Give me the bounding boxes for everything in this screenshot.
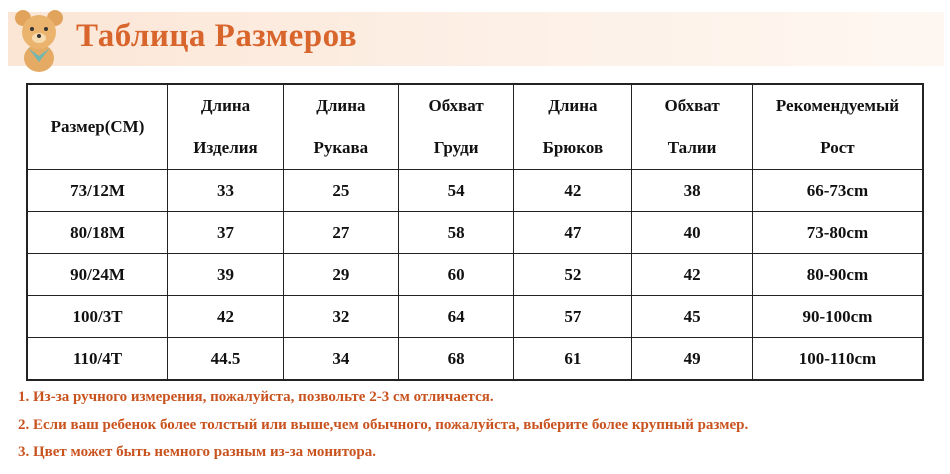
table-cell: 73-80cm [751,211,924,254]
table-cell: 47 [513,211,633,254]
header-line: Рекомендуемый [775,96,900,115]
notes: 1. Из-за ручного измерения, пожалуйста, … [18,386,748,469]
table-cell: 32 [282,295,399,338]
table-cell: 49 [631,337,753,381]
table-cell: 52 [513,253,633,296]
table-cell: 80-90cm [751,253,924,296]
table-cell: 45 [631,295,753,338]
table-cell: 80/18M [26,211,169,254]
table-cell: 110/4T [26,337,169,381]
header-cell: Обхват Груди [397,83,515,170]
table-row: 90/24M 39 29 60 52 42 80-90cm [26,253,924,296]
table-cell: 54 [397,169,515,212]
table-cell: 27 [282,211,399,254]
table-body: 73/12M 33 25 54 42 38 66-73cm 80/18M 37 27 58 47 40 7… [26,169,924,381]
header-line: Размер(СМ) [50,117,145,136]
note: 3. Цвет может быть немного разным из-за … [18,444,376,460]
table-cell: 44.5 [167,337,284,381]
header-line: Рукава [313,138,369,157]
table-cell: 39 [167,253,284,296]
table-cell: 25 [282,169,399,212]
header-cell: Обхват Талии [631,83,753,170]
header-line: Длина [548,96,598,115]
header-cell: Длина Изделия [167,83,284,170]
bear-eye [30,27,34,31]
table-cell: 100-110cm [751,337,924,381]
table-cell: 34 [282,337,399,381]
table-cell: 38 [631,169,753,212]
header-line: Груди [433,138,479,157]
table-head: Размер(СМ) Длина Изделия Длина Рукава Обхват Г… [26,83,924,170]
bear-eye [44,27,48,31]
table-cell: 100/3T [26,295,169,338]
header-cell: Рекомендуемый Рост [751,83,924,170]
table-row: 73/12M 33 25 54 42 38 66-73cm [26,169,924,212]
header-cell: Длина Рукава [282,83,399,170]
table-cell: 68 [397,337,515,381]
bear-nose [37,34,41,38]
header-line: Талии [667,138,717,157]
table-cell: 40 [631,211,753,254]
header-row: Размер(СМ) Длина Изделия Длина Рукава Обхват Г… [26,83,924,170]
table-cell: 42 [631,253,753,296]
table-cell: 33 [167,169,284,212]
table-row: 80/18M 37 27 58 47 40 73-80cm [26,211,924,254]
title: Таблица Размеров [76,18,358,54]
table-cell: 60 [397,253,515,296]
table-cell: 58 [397,211,515,254]
table-row: 110/4T 44.5 34 68 61 49 100-110cm [26,337,924,381]
table-row: 100/3T 42 32 64 57 45 90-100cm [26,295,924,338]
table-cell: 42 [167,295,284,338]
header-line: Брюков [542,138,604,157]
bear-head [22,15,56,49]
header-line: Длина [200,96,251,115]
table-cell: 57 [513,295,633,338]
table-cell: 64 [397,295,515,338]
note: 2. Если ваш ребенок более толстый или вы… [18,416,749,433]
table-cell: 90/24M [26,253,169,296]
header-band [8,12,944,66]
table-cell: 37 [167,211,284,254]
note: 1. Из-за ручного измерения, пожалуйста, … [18,389,494,405]
header-line: Рост [820,138,855,157]
header-cell: Размер(СМ) [26,83,169,170]
size-table: Размер(СМ) Длина Изделия Длина Рукава Обхват Г… [26,83,924,381]
table-cell: 61 [513,337,633,381]
table-cell: 66-73cm [751,169,924,212]
bear-scarf [28,48,50,62]
table-cell: 42 [513,169,633,212]
table-cell: 73/12M [26,169,169,212]
table-cell: 29 [282,253,399,296]
header-line: Обхват [664,96,720,115]
header-cell: Длина Брюков [513,83,633,170]
bear-icon [15,10,63,72]
header-line: Длина [316,96,366,115]
header-line: Изделия [193,138,258,157]
header-line: Обхват [428,96,484,115]
table-cell: 90-100cm [751,295,924,338]
